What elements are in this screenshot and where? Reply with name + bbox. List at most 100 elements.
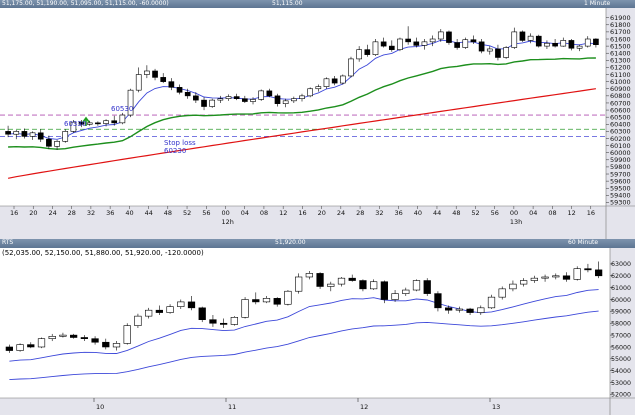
candle-body xyxy=(46,138,52,147)
x-tick-label: 16 xyxy=(587,209,595,217)
candle-body xyxy=(166,306,174,313)
candle-body xyxy=(495,48,501,58)
y-tick-label: 60000 xyxy=(611,297,631,304)
y-tick-label: 59300 xyxy=(610,199,631,207)
candle-body xyxy=(356,49,362,60)
candle-body xyxy=(307,88,313,97)
candle-body xyxy=(198,307,206,320)
y-tick-label: 60700 xyxy=(610,99,631,107)
y-tick-label: 61300 xyxy=(610,57,631,65)
top-chart-panel[interactable]: 61900 61800 61700 61600 61500 61400 61300 61200… xyxy=(0,8,635,239)
candle-body xyxy=(552,42,558,47)
level-60530-label: 60530 xyxy=(111,105,134,113)
candle-body xyxy=(445,307,453,311)
candle-body xyxy=(454,42,460,48)
candle-body xyxy=(291,98,297,102)
x-tick-label: 32 xyxy=(87,209,95,217)
y-tick-label: 58000 xyxy=(611,321,631,328)
candle-body xyxy=(305,273,313,278)
candle-body xyxy=(584,38,591,47)
candle-body xyxy=(429,38,436,43)
x-tick-label: 00 xyxy=(221,209,229,217)
candle-body xyxy=(405,38,411,43)
candle-body xyxy=(544,42,550,47)
x-tick-label: 08 xyxy=(260,209,268,217)
bottom-price-chart[interactable]: 63000 62000 61000 60000 59000 58000 57000 56000… xyxy=(0,248,635,415)
candle-body xyxy=(511,31,518,48)
candle-body xyxy=(152,70,158,78)
y-tick-label: 60000 xyxy=(610,149,631,157)
candle-body xyxy=(576,45,583,49)
candle-body xyxy=(274,95,281,104)
y-tick-label: 61800 xyxy=(610,21,631,29)
x-tick-label: 12 xyxy=(360,403,368,411)
candle-body xyxy=(446,31,452,43)
x-tick-label: 08 xyxy=(548,209,556,217)
candle-body xyxy=(397,38,403,50)
x-tick-label: 52 xyxy=(471,209,479,217)
candle-body xyxy=(48,336,56,339)
x-tick-label: 28 xyxy=(356,209,364,217)
candle-body xyxy=(266,90,273,97)
candle-body xyxy=(95,122,101,125)
candle-body xyxy=(91,338,99,343)
candle-body xyxy=(250,99,256,102)
y-tick-label: 59900 xyxy=(610,156,631,164)
x-tick-label: 16 xyxy=(298,209,306,217)
x-session-label: 12h xyxy=(221,218,233,226)
candle-body xyxy=(535,35,542,47)
candle-body xyxy=(21,131,28,137)
candle-body xyxy=(487,296,496,309)
candle-body xyxy=(262,298,271,303)
candle-body xyxy=(437,31,444,40)
x-tick-label: 52 xyxy=(183,209,191,217)
top-price-chart[interactable]: 6190061800617006160061500614006130061200… xyxy=(0,8,635,239)
top-chart-titlebar[interactable]: 51,175.00, 51,190.00, 51,095.00, 51,115.… xyxy=(0,0,635,8)
candle-body xyxy=(209,319,217,324)
candle-body xyxy=(527,35,534,41)
x-tick-label: 13 xyxy=(492,403,500,411)
candle-body xyxy=(127,89,134,116)
ma-slow-line xyxy=(7,88,596,179)
x-tick-label: 11 xyxy=(228,403,236,411)
y-tick-label: 61000 xyxy=(611,285,631,292)
candle-body xyxy=(541,276,549,279)
x-tick-label: 40 xyxy=(125,209,133,217)
x-tick-label: 10 xyxy=(96,403,104,411)
candle-body xyxy=(111,120,118,124)
candle-body xyxy=(455,308,463,311)
bottom-chart-panel[interactable]: 63000 62000 61000 60000 59000 58000 57000 56000… xyxy=(0,248,635,415)
candle-body xyxy=(37,338,46,348)
candle-body xyxy=(530,277,538,281)
candle-body xyxy=(593,38,599,45)
candle-body xyxy=(391,293,399,300)
ma-slow-line xyxy=(9,310,599,381)
candle-body xyxy=(16,344,24,351)
y-tick-label: 59600 xyxy=(610,177,631,185)
candle-body xyxy=(337,277,346,285)
x-tick-label: 32 xyxy=(375,209,383,217)
candle-body xyxy=(242,98,248,102)
y-tick-label: 60300 xyxy=(610,128,631,136)
bottom-time-axis xyxy=(0,398,635,415)
candle-body xyxy=(220,322,228,325)
candle-body xyxy=(201,99,207,107)
candle-body xyxy=(509,283,517,290)
x-tick-label: 56 xyxy=(491,209,499,217)
y-tick-label: 53000 xyxy=(611,380,631,387)
bottom-price-axis xyxy=(610,248,635,415)
x-tick-label: 24 xyxy=(48,209,56,217)
candle-body xyxy=(155,309,163,313)
candle-body xyxy=(103,120,109,124)
y-tick-label: 60900 xyxy=(610,85,631,93)
candle-body xyxy=(348,58,354,77)
candle-body xyxy=(421,41,428,46)
candle-body xyxy=(552,275,560,278)
candle-body xyxy=(434,293,442,309)
y-tick-label: 54000 xyxy=(611,368,631,375)
bottom-chart-titlebar[interactable]: RTS 51,920.00 60 Minute xyxy=(0,239,635,248)
y-tick-label: 61400 xyxy=(610,50,631,58)
y-tick-label: 61900 xyxy=(610,14,631,22)
candle-body xyxy=(359,280,367,290)
bottom-last-price: 51,920.00 xyxy=(275,239,306,246)
